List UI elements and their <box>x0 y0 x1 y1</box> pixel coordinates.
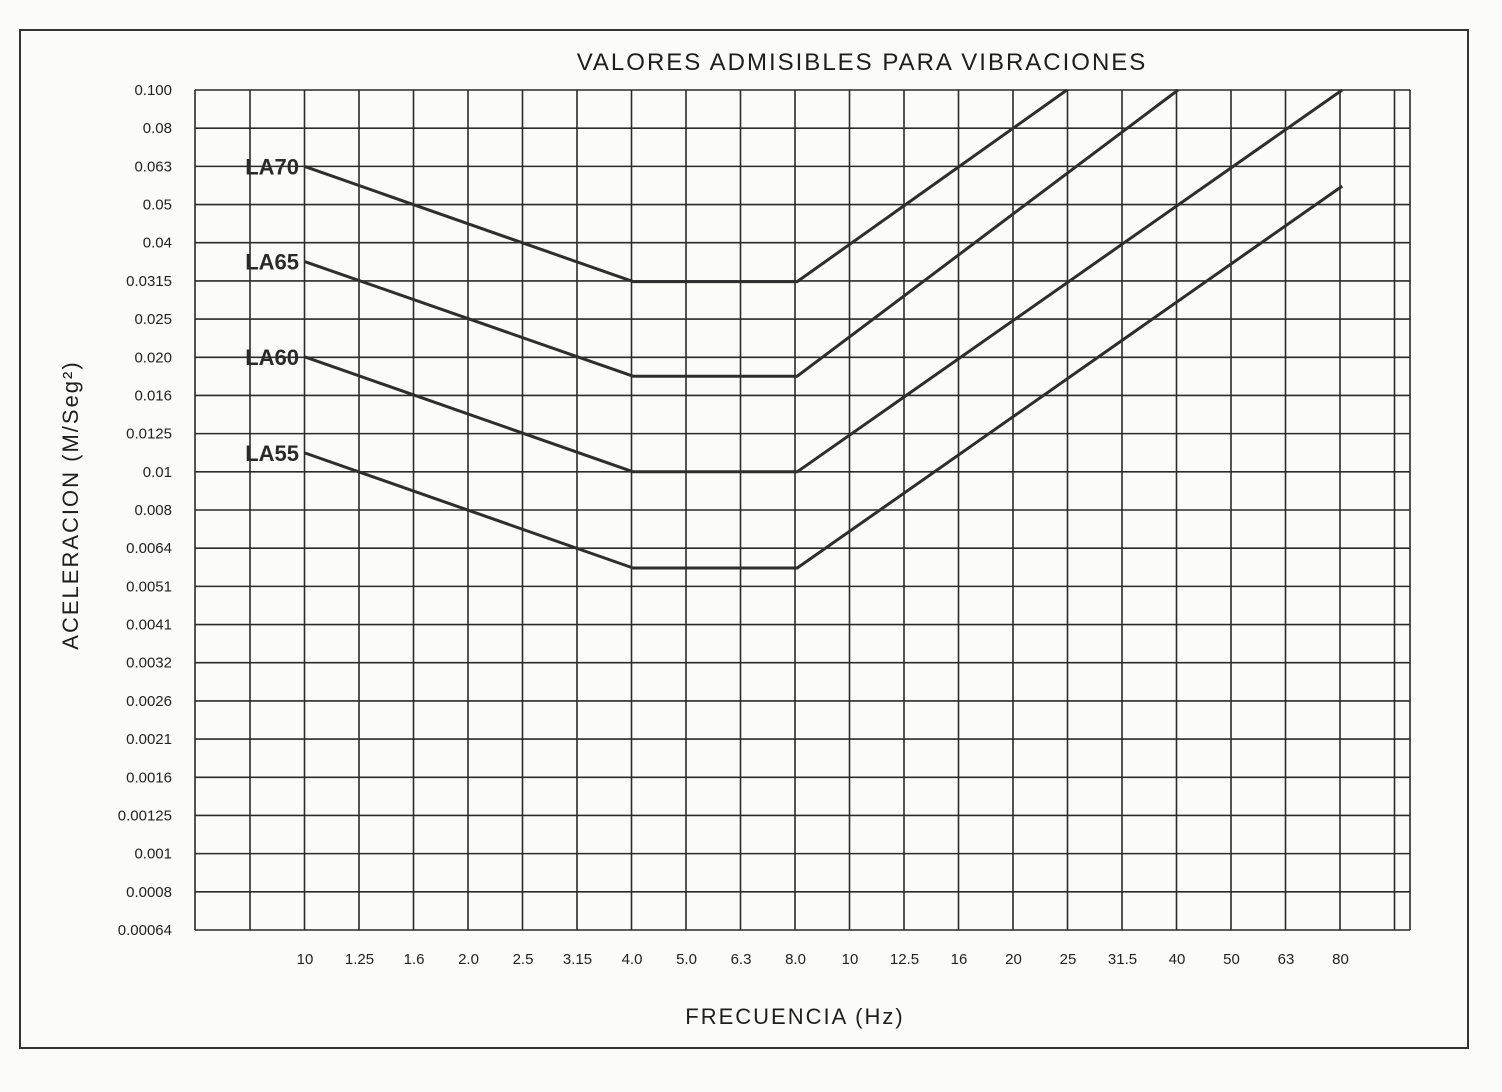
y-tick-label: 0.04 <box>143 235 172 252</box>
y-tick-label: 0.0041 <box>126 617 172 634</box>
y-tick-label: 0.0315 <box>126 273 172 290</box>
series-label-la60: LA60 <box>245 345 299 370</box>
x-tick-label: 40 <box>1169 951 1186 968</box>
series-label-la70: LA70 <box>245 155 299 180</box>
y-tick-label: 0.00064 <box>118 922 172 939</box>
series-line-la70 <box>304 88 1068 284</box>
y-axis-ticks: 0.100 0.08 0.063 0.05 0.04 0.0315 0.025 0.020 0.… <box>118 82 172 939</box>
x-tick-label: 20 <box>1005 951 1022 968</box>
x-tick-label: 10 <box>842 951 859 968</box>
series-line-la60 <box>304 88 1344 474</box>
x-axis-ticks: 10 1.25 1.6 2.0 2.5 3.15 4.0 5.0 6.3 8.0 10 12.5 16 2… <box>297 951 1349 968</box>
y-tick-label: 0.008 <box>134 502 172 519</box>
y-tick-label: 0.00125 <box>118 807 172 824</box>
chart-title: VALORES ADMISIBLES PARA VIBRACIONES <box>577 49 1148 76</box>
series-line-la55 <box>304 184 1344 570</box>
chart-series <box>304 88 1344 570</box>
y-tick-label: 0.100 <box>134 82 172 99</box>
y-tick-label: 0.025 <box>134 311 172 328</box>
y-tick-label: 0.063 <box>134 158 172 175</box>
y-tick-label: 0.0064 <box>126 540 172 557</box>
series-label-la65: LA65 <box>245 250 299 275</box>
y-tick-label: 0.01 <box>143 464 172 481</box>
x-tick-label: 5.0 <box>676 951 697 968</box>
x-tick-label: 31.5 <box>1108 951 1137 968</box>
x-tick-label: 8.0 <box>785 951 806 968</box>
x-tick-label: 4.0 <box>622 951 643 968</box>
x-axis-label: FRECUENCIA (Hz) <box>685 1004 904 1029</box>
y-tick-label: 0.020 <box>134 349 172 366</box>
x-tick-label: 10 <box>297 951 314 968</box>
series-line-la65 <box>304 88 1180 378</box>
y-tick-label: 0.016 <box>134 387 172 404</box>
x-tick-label: 80 <box>1332 951 1349 968</box>
y-tick-label: 0.0051 <box>126 578 172 595</box>
x-tick-label: 2.0 <box>458 951 479 968</box>
x-tick-label: 12.5 <box>890 951 919 968</box>
y-tick-label: 0.08 <box>143 120 172 137</box>
series-label-la55: LA55 <box>245 441 299 466</box>
y-tick-label: 0.0008 <box>126 884 172 901</box>
y-axis-label: ACELERACION (M/Seg²) <box>58 360 83 649</box>
x-tick-label: 50 <box>1223 951 1240 968</box>
y-tick-label: 0.0125 <box>126 426 172 443</box>
x-tick-label: 1.25 <box>345 951 374 968</box>
x-tick-label: 6.3 <box>731 951 752 968</box>
x-tick-label: 3.15 <box>563 951 592 968</box>
y-tick-label: 0.0016 <box>126 769 172 786</box>
x-tick-label: 16 <box>951 951 968 968</box>
chart-frame <box>19 29 1469 1049</box>
x-tick-label: 2.5 <box>513 951 534 968</box>
x-tick-label: 25 <box>1060 951 1077 968</box>
y-tick-label: 0.0026 <box>126 693 172 710</box>
x-tick-label: 63 <box>1278 951 1295 968</box>
y-tick-label: 0.0021 <box>126 731 172 748</box>
series-labels: LA70 LA65 LA60 LA55 <box>245 155 299 466</box>
y-tick-label: 0.001 <box>134 846 172 863</box>
y-tick-label: 0.05 <box>143 197 172 214</box>
chart-grid <box>194 89 1411 931</box>
x-tick-label: 1.6 <box>404 951 425 968</box>
y-tick-label: 0.0032 <box>126 655 172 672</box>
